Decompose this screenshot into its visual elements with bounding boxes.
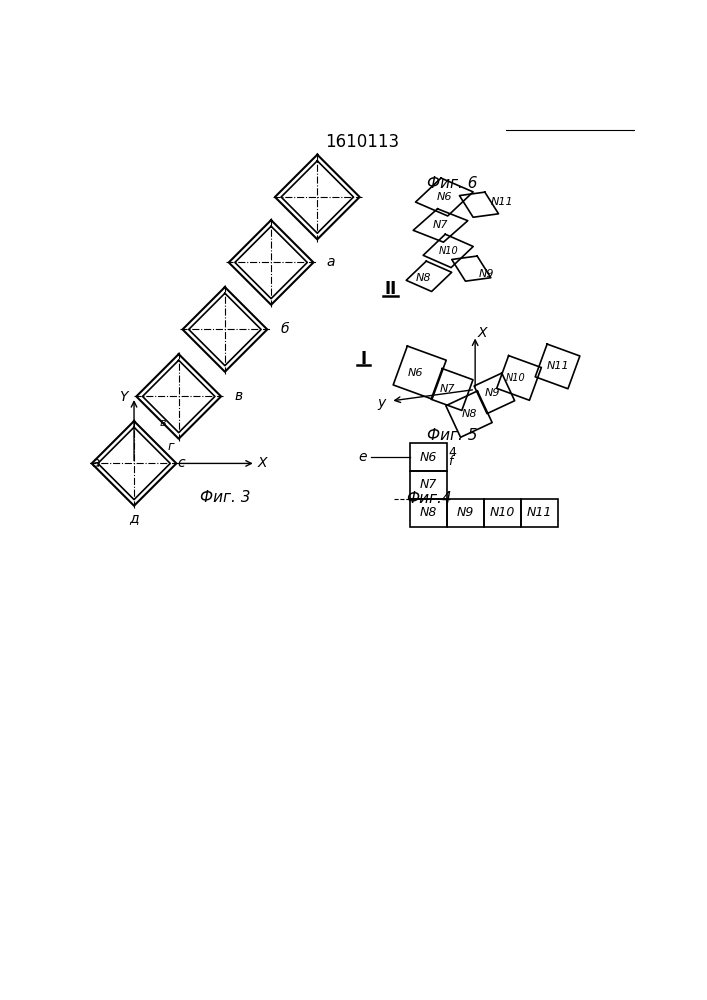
Text: e: e	[359, 450, 368, 464]
Text: N11: N11	[491, 197, 513, 207]
Text: X: X	[477, 326, 487, 340]
Text: N10: N10	[438, 246, 458, 256]
Text: N10: N10	[489, 506, 515, 519]
Text: N6: N6	[419, 451, 437, 464]
Text: Y: Y	[119, 390, 128, 404]
Bar	[447, 499, 484, 527]
Text: II: II	[385, 280, 397, 298]
Text: N9: N9	[479, 269, 494, 279]
Text: Фиг. 3: Фиг. 3	[199, 490, 250, 505]
Text: Фиг. 5: Фиг. 5	[427, 428, 477, 443]
Text: N9: N9	[485, 388, 501, 398]
Text: в: в	[160, 418, 166, 428]
Text: 4: 4	[448, 446, 456, 459]
Text: б: б	[281, 322, 289, 336]
Text: N7: N7	[433, 220, 448, 230]
Text: N10: N10	[506, 373, 526, 383]
Text: N6: N6	[407, 368, 423, 378]
Text: у: у	[378, 396, 386, 410]
Bar	[484, 499, 520, 527]
Text: N11: N11	[547, 361, 569, 371]
Bar	[409, 443, 447, 471]
Text: N8: N8	[416, 273, 431, 283]
Text: г: г	[167, 440, 174, 453]
Text: 1610113: 1610113	[325, 133, 399, 151]
Bar	[520, 499, 558, 527]
Text: с: с	[177, 456, 185, 470]
Text: Фиг.4: Фиг.4	[406, 491, 452, 506]
Text: X: X	[258, 456, 267, 470]
Text: I: I	[361, 350, 366, 368]
Text: f: f	[448, 455, 452, 468]
Text: д: д	[129, 511, 139, 525]
Text: в: в	[234, 389, 243, 403]
Text: N8: N8	[419, 506, 437, 519]
Text: N7: N7	[419, 478, 437, 491]
Text: N9: N9	[457, 506, 474, 519]
Bar	[409, 499, 447, 527]
Bar	[409, 471, 447, 499]
Text: а: а	[327, 255, 335, 269]
Text: N7: N7	[440, 384, 455, 394]
Text: а: а	[92, 456, 100, 470]
Text: N6: N6	[437, 192, 452, 202]
Text: N11: N11	[527, 506, 551, 519]
Text: N8: N8	[461, 409, 477, 419]
Text: Фиг. 6: Фиг. 6	[427, 176, 477, 191]
